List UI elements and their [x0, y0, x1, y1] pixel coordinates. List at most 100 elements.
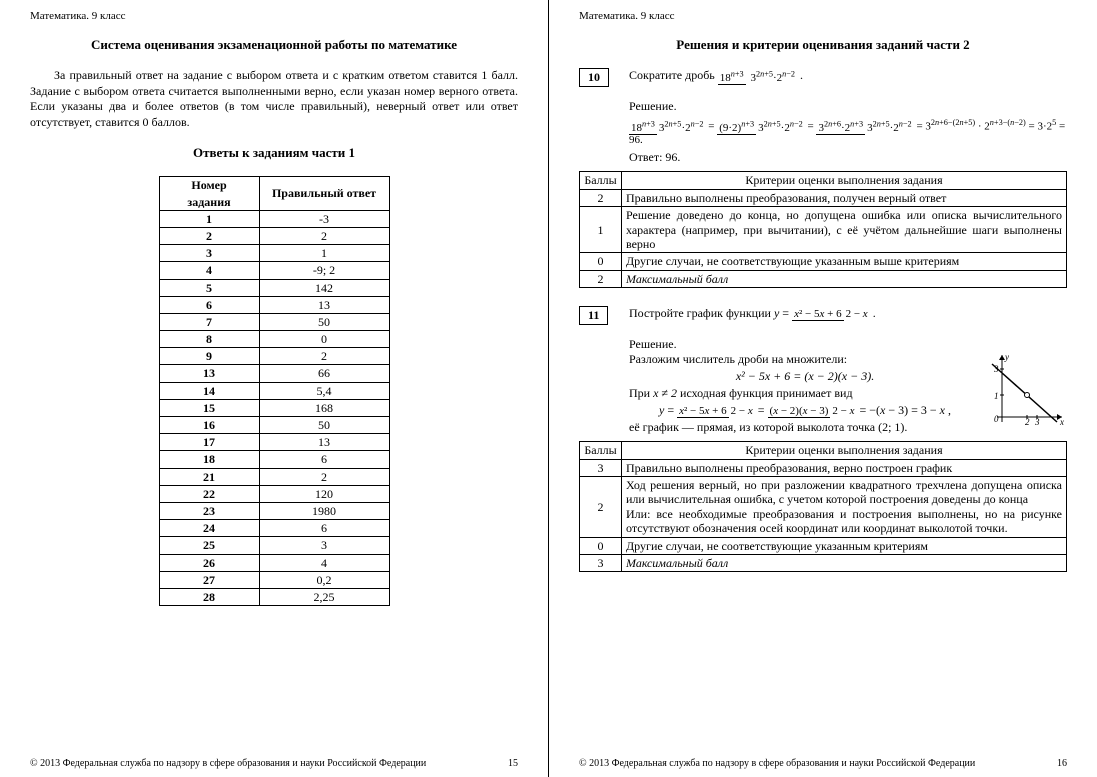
- task-11-prompt: Постройте график функции y = x² − 5x + 6…: [629, 306, 1067, 321]
- task-number-box: 10: [579, 68, 609, 87]
- table-row: 270,2: [159, 571, 389, 588]
- answer-cell: 50: [259, 313, 389, 330]
- table-row: 1366: [159, 365, 389, 382]
- table-row: 231980: [159, 502, 389, 519]
- footer-text: © 2013 Федеральная служба по надзору в с…: [30, 758, 426, 769]
- col-correct-answer: Правильный ответ: [259, 177, 389, 210]
- left-title: Система оценивания экзаменационной работ…: [30, 37, 518, 53]
- answer-cell: 6: [259, 451, 389, 468]
- svg-text:x: x: [1059, 417, 1064, 427]
- table-row: 92: [159, 348, 389, 365]
- task-10-answer: Ответ: 96.: [629, 150, 1067, 165]
- table-row: БаллыКритерии оценки выполнения задания: [580, 442, 1067, 459]
- task-number-cell: 17: [159, 434, 259, 451]
- table-row: 246: [159, 520, 389, 537]
- task-number-box: 11: [579, 306, 608, 325]
- task-number-cell: 4: [159, 262, 259, 279]
- answer-cell: 5,4: [259, 382, 389, 399]
- footer-right: © 2013 Федеральная служба по надзору в с…: [579, 758, 1067, 769]
- task-number-cell: 26: [159, 554, 259, 571]
- criteria-table-10: БаллыКритерии оценки выполнения задания …: [579, 171, 1067, 288]
- answer-cell: 6: [259, 520, 389, 537]
- page-header: Математика. 9 класс: [579, 10, 1067, 22]
- svg-text:y: y: [1004, 352, 1009, 362]
- table-row: 2Ход решения верный, но при разложении к…: [580, 476, 1067, 537]
- answer-cell: 50: [259, 417, 389, 434]
- answer-cell: 13: [259, 296, 389, 313]
- solution-label: Решение.: [629, 99, 1067, 114]
- answer-cell: 0,2: [259, 571, 389, 588]
- answer-cell: 3: [259, 537, 389, 554]
- table-row: 282,25: [159, 588, 389, 605]
- answers-table: Номер задания Правильный ответ 1-322314-…: [159, 176, 390, 606]
- table-row: 186: [159, 451, 389, 468]
- table-row: 22120: [159, 485, 389, 502]
- fraction-icon: 18n+3 32n+5·2n−2: [718, 69, 797, 84]
- task-number-cell: 16: [159, 417, 259, 434]
- svg-text:3: 3: [993, 364, 999, 374]
- table-row: 0Другие случаи, не соответствующие указа…: [580, 537, 1067, 554]
- answer-cell: -9; 2: [259, 262, 389, 279]
- table-row: 31: [159, 245, 389, 262]
- table-row: 750: [159, 313, 389, 330]
- solution-label: Решение.: [629, 337, 1067, 352]
- graph-icon: 0 2 3 x 1 3 y: [987, 352, 1067, 427]
- left-paragraph: За правильный ответ на задание с выбором…: [30, 68, 518, 130]
- answer-cell: 1980: [259, 502, 389, 519]
- answer-cell: 2: [259, 468, 389, 485]
- table-row: 1-3: [159, 210, 389, 227]
- page-number: 16: [1057, 758, 1067, 769]
- task-number-cell: 9: [159, 348, 259, 365]
- task-number-cell: 13: [159, 365, 259, 382]
- left-subtitle: Ответы к заданиям части 1: [30, 145, 518, 161]
- col-task-num: Номер задания: [159, 177, 259, 210]
- svg-text:0: 0: [994, 414, 999, 424]
- answer-cell: 0: [259, 331, 389, 348]
- table-row: 3Правильно выполнены преобразования, вер…: [580, 459, 1067, 476]
- task-10-equation: 18n+332n+5·2n−2 = (9·2)n+332n+5·2n−2 = 3…: [629, 118, 1067, 146]
- task-number-cell: 21: [159, 468, 259, 485]
- answer-cell: 13: [259, 434, 389, 451]
- table-row: 613: [159, 296, 389, 313]
- answer-cell: 66: [259, 365, 389, 382]
- criteria-table-11: БаллыКритерии оценки выполнения задания …: [579, 441, 1067, 572]
- table-row: 2Правильно выполнены преобразования, пол…: [580, 189, 1067, 206]
- table-row: 15168: [159, 399, 389, 416]
- table-row: 145,4: [159, 382, 389, 399]
- table-row: 1713: [159, 434, 389, 451]
- task-10-solution: Решение. 18n+332n+5·2n−2 = (9·2)n+332n+5…: [629, 99, 1067, 165]
- task-number-cell: 15: [159, 399, 259, 416]
- task-number-cell: 14: [159, 382, 259, 399]
- footer-text: © 2013 Федеральная служба по надзору в с…: [579, 758, 975, 769]
- task-number-cell: 18: [159, 451, 259, 468]
- table-row: 212: [159, 468, 389, 485]
- task-number-cell: 1: [159, 210, 259, 227]
- task-11: 11 Постройте график функции y = x² − 5x …: [579, 306, 1067, 325]
- task-number-cell: 3: [159, 245, 259, 262]
- table-row: БаллыКритерии оценки выполнения задания: [580, 172, 1067, 189]
- task-number-cell: 24: [159, 520, 259, 537]
- task-10-prompt: Сократите дробь 18n+3 32n+5·2n−2 .: [629, 68, 1067, 84]
- right-title: Решения и критерии оценивания заданий ча…: [579, 37, 1067, 53]
- answer-cell: 4: [259, 554, 389, 571]
- task-number-cell: 2: [159, 227, 259, 244]
- task-number-cell: 25: [159, 537, 259, 554]
- answer-cell: 1: [259, 245, 389, 262]
- task-number-cell: 28: [159, 588, 259, 605]
- answer-cell: 2,25: [259, 588, 389, 605]
- task-number-cell: 7: [159, 313, 259, 330]
- answer-cell: -3: [259, 210, 389, 227]
- task-number-cell: 6: [159, 296, 259, 313]
- answer-cell: 168: [259, 399, 389, 416]
- page-header: Математика. 9 класс: [30, 10, 518, 22]
- answer-cell: 2: [259, 227, 389, 244]
- task-number-cell: 23: [159, 502, 259, 519]
- table-row: 3Максимальный балл: [580, 554, 1067, 571]
- table-row: 4-9; 2: [159, 262, 389, 279]
- table-row: 22: [159, 227, 389, 244]
- table-row: 264: [159, 554, 389, 571]
- answer-cell: 2: [259, 348, 389, 365]
- task-number-cell: 5: [159, 279, 259, 296]
- task-11-solution: Решение. 0 2 3 x 1 3 y Разложим числител…: [629, 337, 1067, 435]
- footer-left: © 2013 Федеральная служба по надзору в с…: [30, 758, 518, 769]
